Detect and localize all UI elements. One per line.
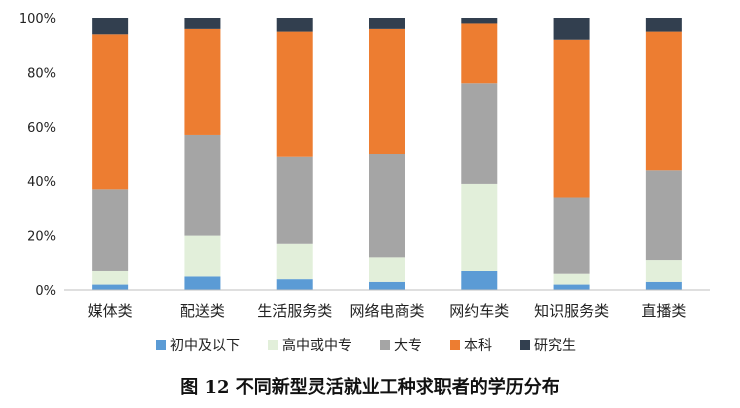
bar-segment (461, 23, 498, 84)
legend-swatch (380, 340, 390, 350)
bar-segment (276, 31, 313, 157)
legend-swatch (450, 340, 460, 350)
y-tick-label: 60% (27, 121, 56, 136)
bar-segment (276, 279, 313, 290)
bar-segment (369, 154, 405, 258)
bar-segment (369, 257, 405, 282)
bar-segment (276, 243, 313, 280)
bar-segment (645, 18, 682, 32)
bar-segment (92, 189, 129, 271)
bar-segment (553, 39, 590, 198)
bar-segment (369, 281, 405, 290)
x-tick-label: 直播类 (641, 302, 686, 320)
bar-segment (184, 276, 221, 290)
x-tick-label: 生活服务类 (257, 302, 332, 320)
x-tick-label: 配送类 (180, 302, 225, 320)
legend-swatch (268, 340, 278, 350)
bar-segment (553, 197, 590, 274)
legend-label: 本科 (464, 338, 492, 354)
bar-segment (184, 235, 221, 277)
x-tick-label: 知识服务类 (534, 302, 609, 320)
x-tick-label: 网络电商类 (349, 302, 424, 320)
legend-label: 研究生 (534, 338, 576, 354)
y-tick-label: 20% (27, 230, 56, 245)
bar-segment (645, 281, 682, 290)
y-tick-label: 100% (19, 12, 56, 27)
bar-segment (369, 28, 405, 155)
bar-segment (184, 28, 221, 135)
bar-segment (184, 18, 221, 29)
bar-segment (553, 18, 590, 40)
bar-segment (553, 273, 590, 285)
bar-segment (645, 170, 682, 261)
bar-segment (92, 270, 129, 285)
y-tick-label: 40% (27, 175, 56, 190)
bar-segment (92, 18, 129, 35)
legend-label: 高中或中专 (282, 337, 352, 354)
bar-segment (461, 83, 498, 184)
bars (92, 18, 682, 290)
legend: 初中及以下 高中或中专 大专 本科 研究生 (156, 337, 576, 354)
bar-segment (645, 31, 682, 171)
bar-segment (461, 183, 498, 271)
bar-segment (276, 18, 313, 32)
bar-segment (92, 284, 129, 290)
bar-segment (92, 34, 129, 190)
y-tick-label: 0% (35, 284, 56, 299)
x-tick-label: 媒体类 (88, 302, 133, 320)
x-tick-label: 网约车类 (449, 302, 509, 320)
bar-segment (461, 270, 498, 290)
legend-swatch (156, 340, 166, 350)
y-axis-ticks: 0% 20% 40% 60% 80% 100% (19, 12, 56, 299)
legend-label: 大专 (394, 338, 422, 354)
figure-caption: 图 12 不同新型灵活就业工种求职者的学历分布 (180, 376, 560, 398)
bar-segment (461, 18, 498, 24)
bar-segment (553, 284, 590, 290)
bar-segment (276, 156, 313, 244)
bar-segment (645, 260, 682, 282)
bar-segment (369, 18, 405, 29)
y-tick-label: 80% (27, 66, 56, 81)
legend-swatch (520, 340, 530, 350)
x-axis-labels: 媒体类 配送类 生活服务类 网络电商类 网约车类 知识服务类 直播类 (88, 302, 687, 320)
bar-segment (184, 134, 221, 236)
legend-label: 初中及以下 (170, 337, 240, 354)
